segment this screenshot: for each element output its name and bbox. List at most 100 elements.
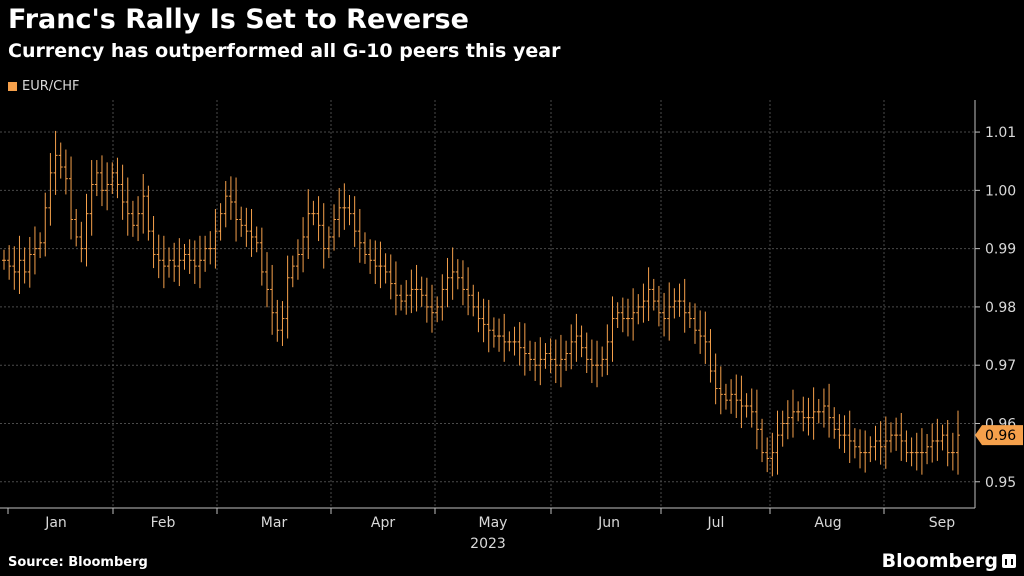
ohlc-bar (677, 283, 682, 317)
ohlc-bar (228, 176, 233, 220)
y-tick-label: 1.00 (985, 183, 1016, 199)
ohlc-bar (167, 247, 172, 278)
ohlc-bar (564, 340, 569, 371)
ohlc-bar (130, 200, 135, 237)
ohlc-bar (151, 215, 156, 269)
ohlc-bar (347, 195, 352, 226)
ohlc-bar (796, 401, 801, 422)
ohlc-bar (332, 204, 337, 251)
ohlc-bar (703, 311, 708, 364)
ohlc-bar (58, 142, 63, 179)
ohlc-bar (718, 366, 723, 415)
ohlc-bar (899, 412, 904, 461)
x-tick-label: Sep (929, 515, 956, 531)
ohlc-bar (605, 324, 610, 376)
ohlc-bar (17, 235, 22, 294)
ohlc-bar (362, 232, 367, 264)
ohlc-bar (352, 196, 357, 247)
ohlc-bar (337, 188, 342, 238)
ohlc-bar (259, 227, 264, 286)
ohlc-bar (244, 207, 249, 247)
ohlc-bar (440, 274, 445, 321)
ohlc-bar (399, 284, 404, 311)
ohlc-bar (63, 149, 68, 195)
ohlc-bar (909, 437, 914, 467)
ohlc-bar (522, 323, 527, 376)
ohlc-bar (445, 257, 450, 308)
ohlc-bar (94, 160, 99, 197)
last-value-marker (975, 425, 1023, 446)
ohlc-bar (213, 208, 218, 269)
source-note: Source: Bloomberg (8, 555, 148, 570)
brand-label: Bloomberg (881, 550, 998, 572)
ohlc-bar (558, 334, 563, 388)
ohlc-bar (161, 235, 166, 289)
ohlc-bar (790, 389, 795, 438)
ohlc-bar (125, 177, 130, 236)
ohlc-bar (863, 430, 868, 473)
ohlc-bar (852, 428, 857, 459)
ohlc-bar (595, 340, 600, 388)
ohlc-bar (285, 255, 290, 339)
ohlc-bar (192, 240, 197, 284)
ohlc-bar (69, 156, 74, 240)
ohlc-bar (744, 393, 749, 418)
ohlc-bar (254, 226, 259, 253)
ohlc-bar (460, 260, 465, 306)
ohlc-bar (27, 236, 32, 288)
y-tick-label: 0.99 (985, 242, 1016, 258)
ohlc-bar (883, 416, 888, 469)
ohlc-bar (466, 267, 471, 316)
ohlc-bar (548, 338, 553, 374)
ohlc-bar (491, 317, 496, 348)
ohlc-bar (842, 415, 847, 453)
ohlc-bar (471, 284, 476, 317)
x-tick-label: Mar (261, 515, 288, 531)
ohlc-bar (636, 294, 641, 325)
ohlc-bar (476, 291, 481, 333)
ohlc-bar (264, 252, 269, 308)
ohlc-bar (378, 241, 383, 289)
ohlc-bar (48, 153, 53, 226)
ohlc-bar (383, 253, 388, 284)
ohlc-bar (311, 200, 316, 226)
ohlc-bar (430, 284, 435, 333)
ohlc-bar (22, 247, 27, 284)
ohlc-bar (84, 193, 89, 267)
y-tick-label: 1.01 (985, 125, 1016, 141)
ohlc-bar (409, 269, 414, 314)
ohlc-bar (295, 239, 300, 280)
ohlc-bar (203, 235, 208, 272)
ohlc-bar (651, 278, 656, 311)
ohlc-bar (610, 296, 615, 362)
ohlc-bar (873, 425, 878, 461)
ohlc-bar (502, 313, 507, 362)
ohlc-bar (698, 310, 703, 354)
chart-subtitle: Currency has outperformed all G-10 peers… (8, 40, 561, 62)
ohlc-bar (74, 208, 79, 247)
ohlc-bar (956, 410, 960, 475)
ohlc-bar (414, 264, 419, 312)
ohlc-bar (141, 174, 146, 234)
x-tick-label: Jan (44, 515, 67, 531)
ohlc-bar (497, 318, 502, 352)
x-tick-label: Apr (371, 515, 395, 531)
ohlc-bar (940, 424, 945, 451)
ohlc-bar (713, 353, 718, 405)
ohlc-bar (749, 388, 754, 428)
ohlc-bar (527, 340, 532, 371)
ohlc-bar (120, 164, 125, 220)
legend-label: EUR/CHF (22, 79, 80, 94)
ohlc-bar (765, 437, 770, 473)
ohlc-bar (455, 259, 460, 290)
ohlc-bar (667, 282, 672, 341)
ohlc-bar (321, 203, 326, 269)
last-value-label: 0.96 (985, 428, 1016, 444)
ohlc-bar (930, 423, 935, 463)
ohlc-bar (435, 296, 440, 323)
ohlc-bar (775, 410, 780, 475)
ohlc-bar (156, 234, 161, 279)
ohlc-bar (754, 389, 759, 450)
ohlc-bar (357, 208, 362, 263)
ohlc-bar (249, 208, 254, 257)
